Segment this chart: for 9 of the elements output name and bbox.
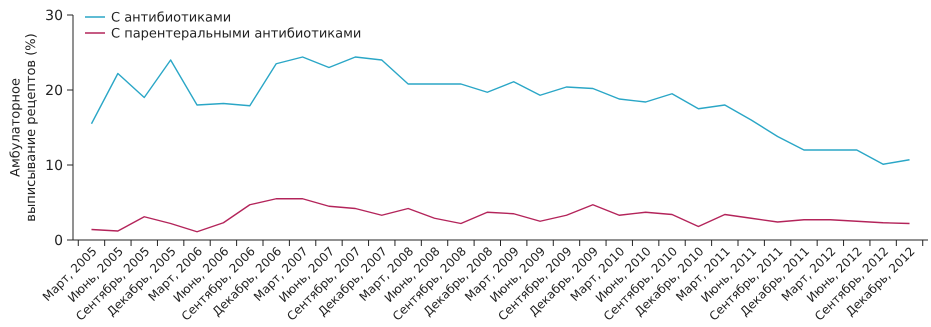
line-series [90,56,910,165]
y-tick-label: 0 [54,232,63,249]
y-axis-title: Амбулаторное выписывание рецептов (%) [8,33,39,222]
y-tick-label: 20 [45,82,63,99]
y-tick-label: 10 [45,158,63,174]
y-tick-label: 30 [45,8,63,24]
legend-label: С антибиотиками [111,10,232,26]
line-series [90,198,910,232]
legend-label: С парентеральными антибиотиками [111,26,362,42]
